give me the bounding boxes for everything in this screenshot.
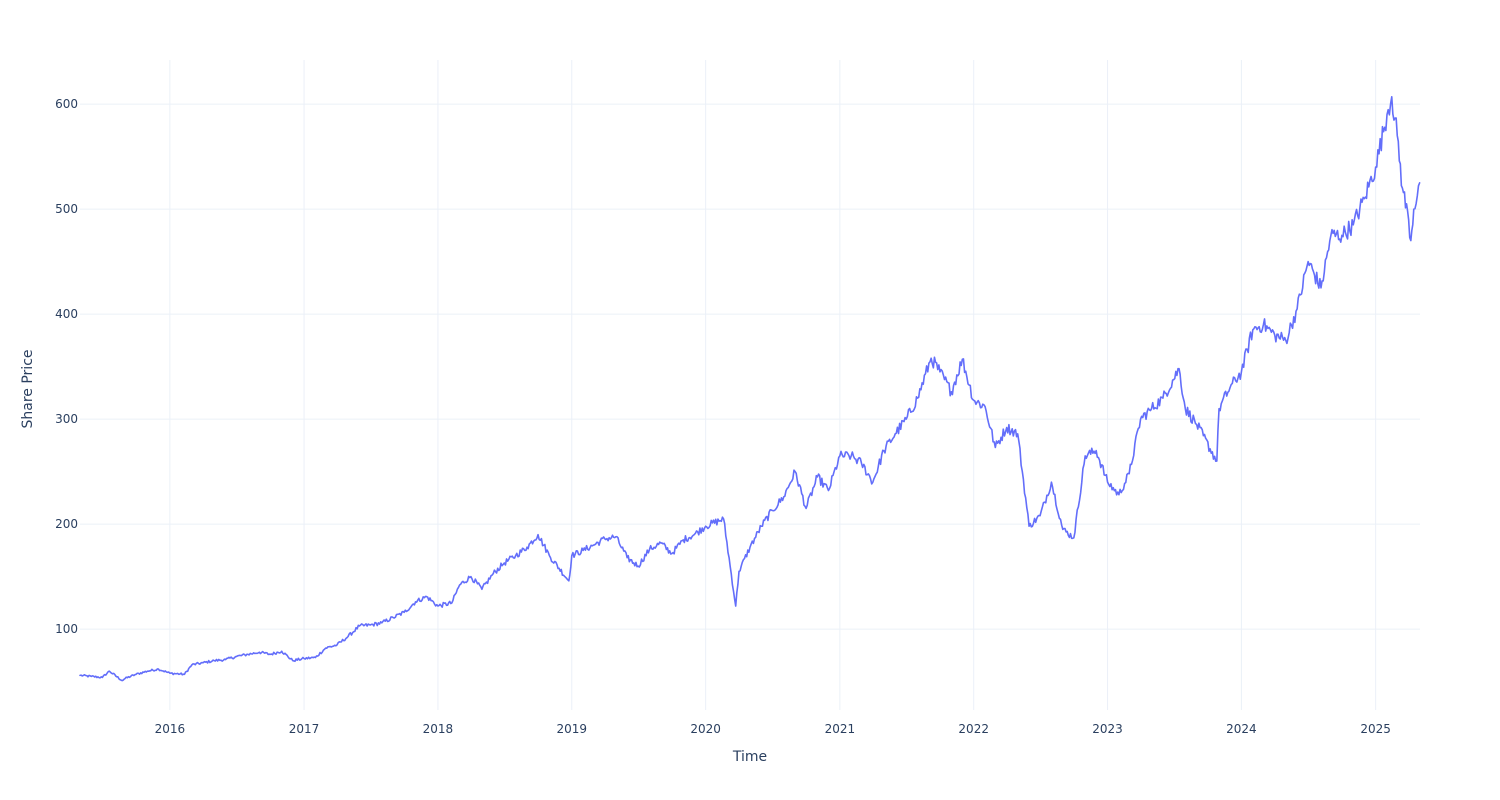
plot-background [80,60,1420,710]
x-tick-label: 2025 [1360,722,1391,736]
y-tick-label: 100 [55,622,78,636]
x-tick-label: 2017 [289,722,320,736]
x-tick-label: 2022 [958,722,989,736]
x-tick-label: 2019 [556,722,587,736]
x-tick-label: 2023 [1092,722,1123,736]
y-axis-ticks: 100 200 300 400 500 600 [55,97,78,636]
x-tick-label: 2020 [690,722,721,736]
share-price-line [79,95,1421,682]
x-tick-label: 2021 [825,722,856,736]
y-tick-label: 600 [55,97,78,111]
x-tick-label: 2024 [1226,722,1257,736]
y-axis-title: Share Price [20,349,36,428]
y-tick-label: 200 [55,517,78,531]
x-tick-label: 2016 [155,722,186,736]
y-tick-label: 500 [55,202,78,216]
x-axis-ticks: 2016 2017 2018 2019 2020 2021 2022 2023 2024 2025 [155,722,1391,736]
y-tick-label: 400 [55,307,78,321]
x-axis-title: Time [732,749,767,765]
x-tick-label: 2018 [423,722,454,736]
y-tick-label: 300 [55,412,78,426]
grid [80,60,1420,710]
